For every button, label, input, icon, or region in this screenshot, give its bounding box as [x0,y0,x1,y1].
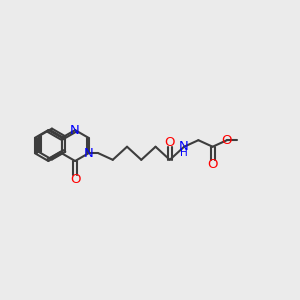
Text: N: N [179,140,189,153]
Text: O: O [222,134,232,147]
Text: N: N [70,124,80,136]
Text: O: O [165,136,175,149]
Text: H: H [180,148,188,158]
Text: N: N [84,147,93,160]
Text: O: O [70,173,80,186]
Text: O: O [207,158,218,171]
